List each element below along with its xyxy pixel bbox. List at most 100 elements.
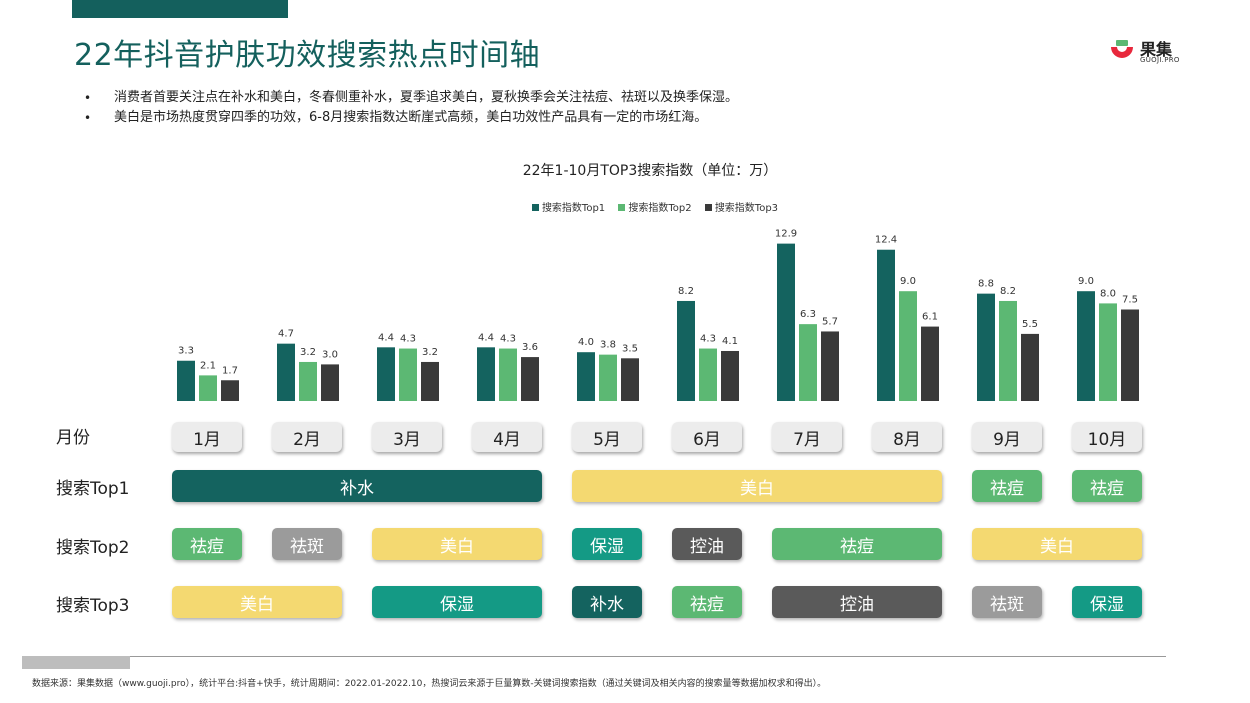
bar-value-label-9-top3: 5.5	[1022, 319, 1038, 330]
timeline-top2-segment-1: 祛痘	[172, 528, 242, 560]
legend-swatch-top1	[531, 204, 539, 211]
bar-8-top3	[921, 326, 939, 401]
timeline-top3-segment-5: 控油	[772, 586, 942, 618]
timeline-top3-segment-6: 祛斑	[972, 586, 1042, 618]
bar-value-label-10-top2: 8.0	[1100, 288, 1116, 299]
bar-5-top2	[599, 354, 617, 401]
bar-4-top3	[521, 357, 539, 401]
brand-logo-icon	[1111, 40, 1133, 58]
bar-value-label-7-top1: 12.9	[775, 229, 797, 240]
row-label-top2: 搜索Top2	[56, 538, 130, 558]
bar-1-top1	[177, 360, 195, 401]
brand-logo-text: 果集	[1140, 40, 1173, 59]
bar-4-top2	[499, 348, 517, 401]
bar-6-top1	[677, 300, 695, 401]
legend-swatch-top2	[618, 204, 626, 211]
timeline-top2-segment-3: 美白	[372, 528, 542, 560]
bar-9-top3	[1021, 333, 1039, 401]
bar-3-top2	[399, 348, 417, 401]
bar-7-top2	[799, 324, 817, 401]
bar-value-label-1-top3: 1.7	[222, 365, 238, 376]
bar-2-top2	[299, 361, 317, 401]
bar-8-top2	[899, 291, 917, 401]
bar-value-label-7-top2: 6.3	[800, 309, 816, 320]
bar-1-top2	[199, 375, 217, 401]
bar-3-top3	[421, 361, 439, 401]
bar-value-label-5-top2: 3.8	[600, 340, 616, 351]
bar-9-top2	[999, 300, 1017, 401]
bar-value-label-6-top1: 8.2	[678, 286, 694, 297]
bar-6-top2	[699, 348, 717, 401]
bar-10-top2	[1099, 303, 1117, 401]
summary-bullets: 消费者首要关注点在补水和美白，冬春侧重补水，夏季追求美白，夏秋换季会关注祛痘、祛…	[84, 88, 738, 128]
header-accent-bar	[72, 0, 288, 18]
bar-value-label-2-top3: 3.0	[322, 349, 338, 360]
timeline-top3-segment-3: 补水	[572, 586, 642, 618]
brand-logo-subtext: GUOJI.PRO	[1140, 56, 1180, 64]
legend-item-top2: 搜索指数Top2	[618, 199, 692, 214]
bar-4-top1	[477, 347, 495, 401]
legend-label-top3: 搜索指数Top3	[714, 203, 779, 214]
legend-swatch-top3	[704, 204, 712, 211]
bar-7-top3	[821, 331, 839, 401]
timeline-top2-segment-2: 祛斑	[272, 528, 342, 560]
month-label-7: 7月	[772, 422, 842, 452]
legend-item-top3: 搜索指数Top3	[704, 199, 779, 214]
bar-value-label-1-top1: 3.3	[178, 346, 194, 357]
source-note: 数据来源：果集数据（www.guoji.pro），统计平台:抖音+快手，统计周期…	[32, 679, 827, 689]
timeline-top2-segment-6: 祛痘	[772, 528, 942, 560]
bar-5-top1	[577, 352, 595, 401]
month-label-5: 5月	[572, 422, 642, 452]
footer-accent-tab	[22, 656, 130, 669]
row-label-top3: 搜索Top3	[56, 596, 130, 616]
bar-value-label-4-top2: 4.3	[500, 334, 516, 345]
bar-value-label-5-top3: 3.5	[622, 343, 638, 354]
legend-label-top2: 搜索指数Top2	[628, 203, 692, 214]
bar-3-top1	[377, 347, 395, 401]
summary-bullet-2: 美白是市场热度贯穿四季的功效，6-8月搜索指数达断崖式高频，美白功效性产品具有一…	[84, 108, 738, 128]
bar-10-top3	[1121, 309, 1139, 401]
bar-value-label-10-top1: 9.0	[1078, 276, 1094, 287]
legend-item-top1: 搜索指数Top1	[531, 199, 605, 214]
bar-value-label-8-top3: 6.1	[922, 312, 938, 323]
bar-9-top1	[977, 293, 995, 401]
footer-divider	[22, 656, 1166, 657]
month-label-1: 1月	[172, 422, 242, 452]
bar-1-top3	[221, 380, 239, 401]
timeline-top2-segment-5: 控油	[672, 528, 742, 560]
bar-7-top1	[777, 243, 795, 401]
bar-value-label-1-top2: 2.1	[200, 360, 216, 371]
month-label-6: 6月	[672, 422, 742, 452]
bar-value-label-9-top2: 8.2	[1000, 286, 1016, 297]
bar-10-top1	[1077, 291, 1095, 401]
bar-value-label-7-top3: 5.7	[822, 316, 838, 327]
bar-value-label-4-top1: 4.4	[478, 332, 494, 343]
row-label-month: 月份	[56, 428, 90, 448]
row-label-top1: 搜索Top1	[56, 479, 130, 499]
page-title: 22年抖音护肤功效搜索热点时间轴	[74, 38, 541, 73]
timeline-top1-segment-4: 祛痘	[1072, 470, 1142, 502]
month-label-8: 8月	[872, 422, 942, 452]
timeline-top3-segment-7: 保湿	[1072, 586, 1142, 618]
timeline-top3-segment-2: 保湿	[372, 586, 542, 618]
bar-value-label-2-top2: 3.2	[300, 347, 316, 358]
bar-8-top1	[877, 249, 895, 401]
bar-value-label-3-top1: 4.4	[378, 332, 394, 343]
summary-bullet-1: 消费者首要关注点在补水和美白，冬春侧重补水，夏季追求美白，夏秋换季会关注祛痘、祛…	[84, 88, 738, 108]
month-label-9: 9月	[972, 422, 1042, 452]
bar-6-top3	[721, 350, 739, 401]
bar-value-label-3-top3: 3.2	[422, 347, 438, 358]
bar-value-label-9-top1: 8.8	[978, 279, 994, 290]
timeline-top1-segment-1: 补水	[172, 470, 542, 502]
chart-title: 22年1-10月TOP3搜索指数（单位：万）	[522, 163, 778, 179]
month-label-4: 4月	[472, 422, 542, 452]
timeline-top2-segment-7: 美白	[972, 528, 1142, 560]
month-label-3: 3月	[372, 422, 442, 452]
bar-value-label-3-top2: 4.3	[400, 334, 416, 345]
bar-value-label-4-top3: 3.6	[522, 342, 538, 353]
bar-value-label-10-top3: 7.5	[1122, 295, 1138, 306]
bar-value-label-5-top1: 4.0	[578, 337, 594, 348]
timeline-top3-segment-1: 美白	[172, 586, 342, 618]
timeline-top1-segment-3: 祛痘	[972, 470, 1042, 502]
